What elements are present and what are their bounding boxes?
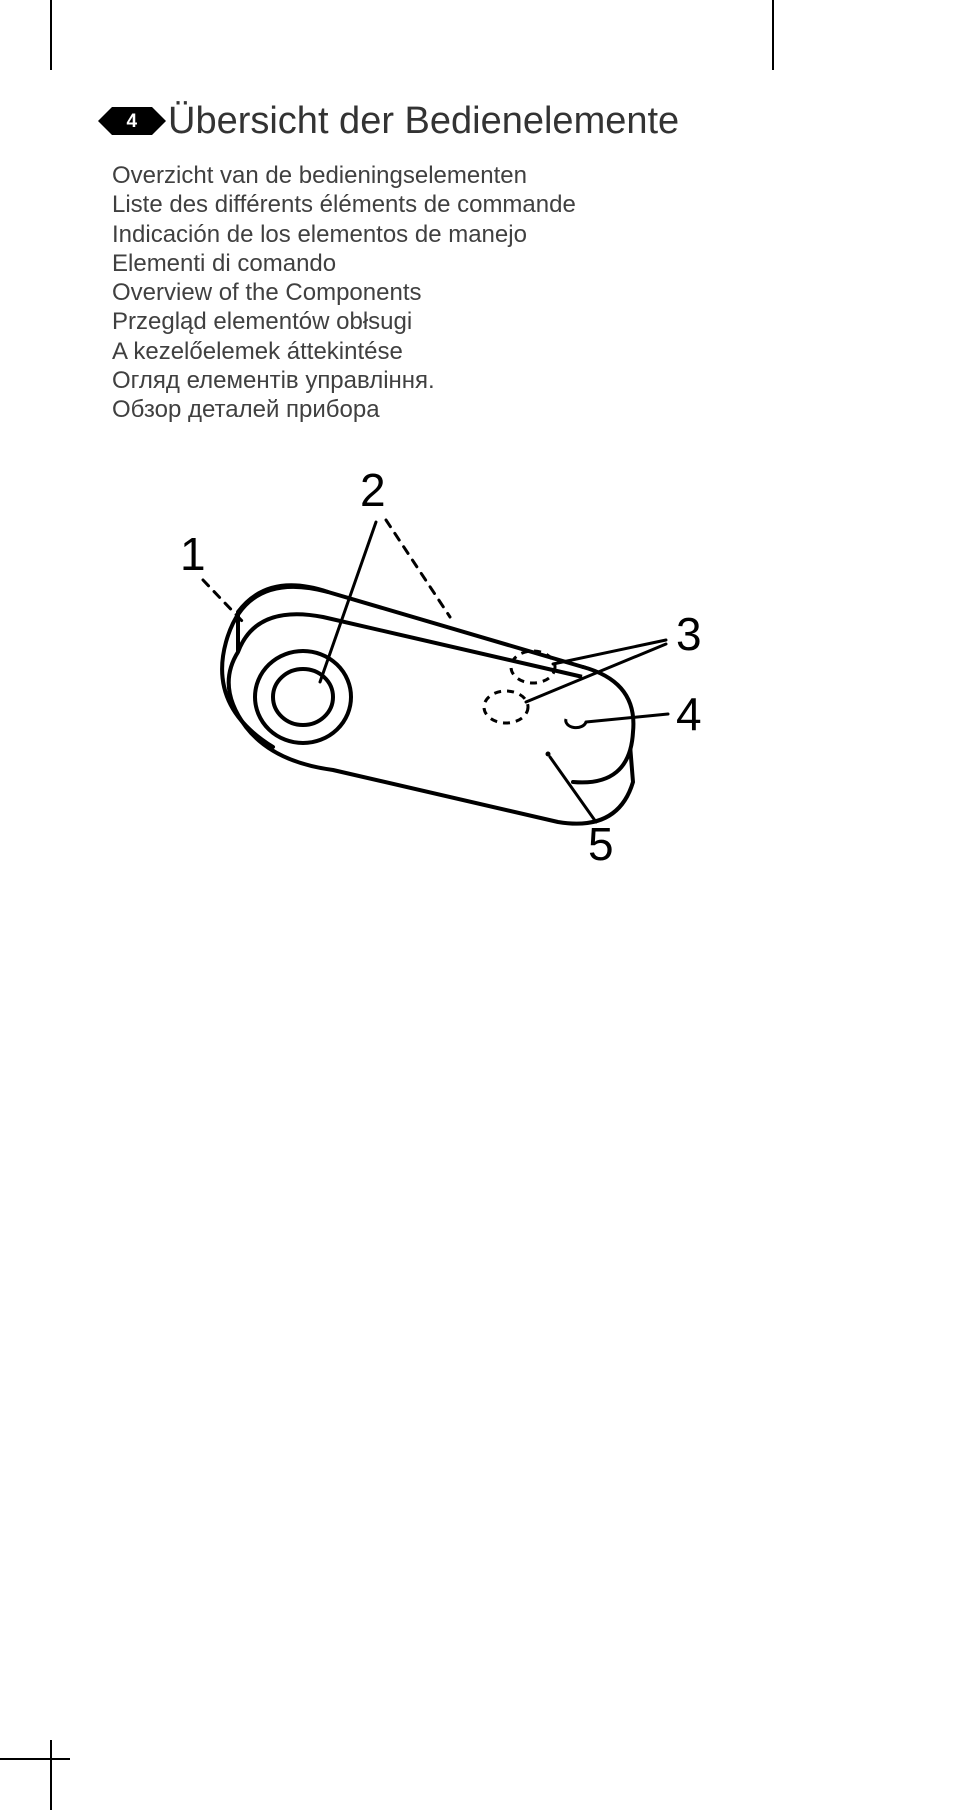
page-number-badge: 4: [112, 107, 152, 137]
translation-line: Огляд елементів управління.: [112, 366, 852, 395]
crop-mark: [50, 0, 52, 70]
translation-line: Overzicht van de bedieningselementen: [112, 161, 852, 190]
crop-mark: [772, 0, 774, 70]
page-number: 4: [126, 111, 137, 133]
page: 4 Übersicht der Bedienelemente Overzicht…: [112, 100, 852, 887]
callout-5: 5: [588, 818, 614, 870]
heading-row: 4 Übersicht der Bedienelemente: [112, 100, 852, 143]
translation-line: Overview of the Components: [112, 278, 852, 307]
translation-line: A kezelőelemek áttekintése: [112, 337, 852, 366]
component-diagram: 1 2 3 4 5: [128, 452, 828, 887]
translations-list: Overzicht van de bedieningselementen Lis…: [112, 161, 852, 424]
crop-mark: [50, 1740, 52, 1810]
page-title: Übersicht der Bedienelemente: [168, 100, 679, 143]
translation-line: Elementi di comando: [112, 249, 852, 278]
translation-line: Liste des différents éléments de command…: [112, 190, 852, 219]
translation-line: Indicación de los elementos de manejo: [112, 220, 852, 249]
translation-line: Обзор деталей прибора: [112, 395, 852, 424]
callout-4: 4: [676, 688, 702, 740]
callout-2: 2: [360, 464, 386, 516]
translation-line: Przegląd elementów obłsugi: [112, 307, 852, 336]
diagram-svg: 1 2 3 4 5: [128, 452, 748, 882]
callout-1: 1: [180, 528, 206, 580]
crop-mark: [0, 1758, 70, 1760]
callout-3: 3: [676, 608, 702, 660]
